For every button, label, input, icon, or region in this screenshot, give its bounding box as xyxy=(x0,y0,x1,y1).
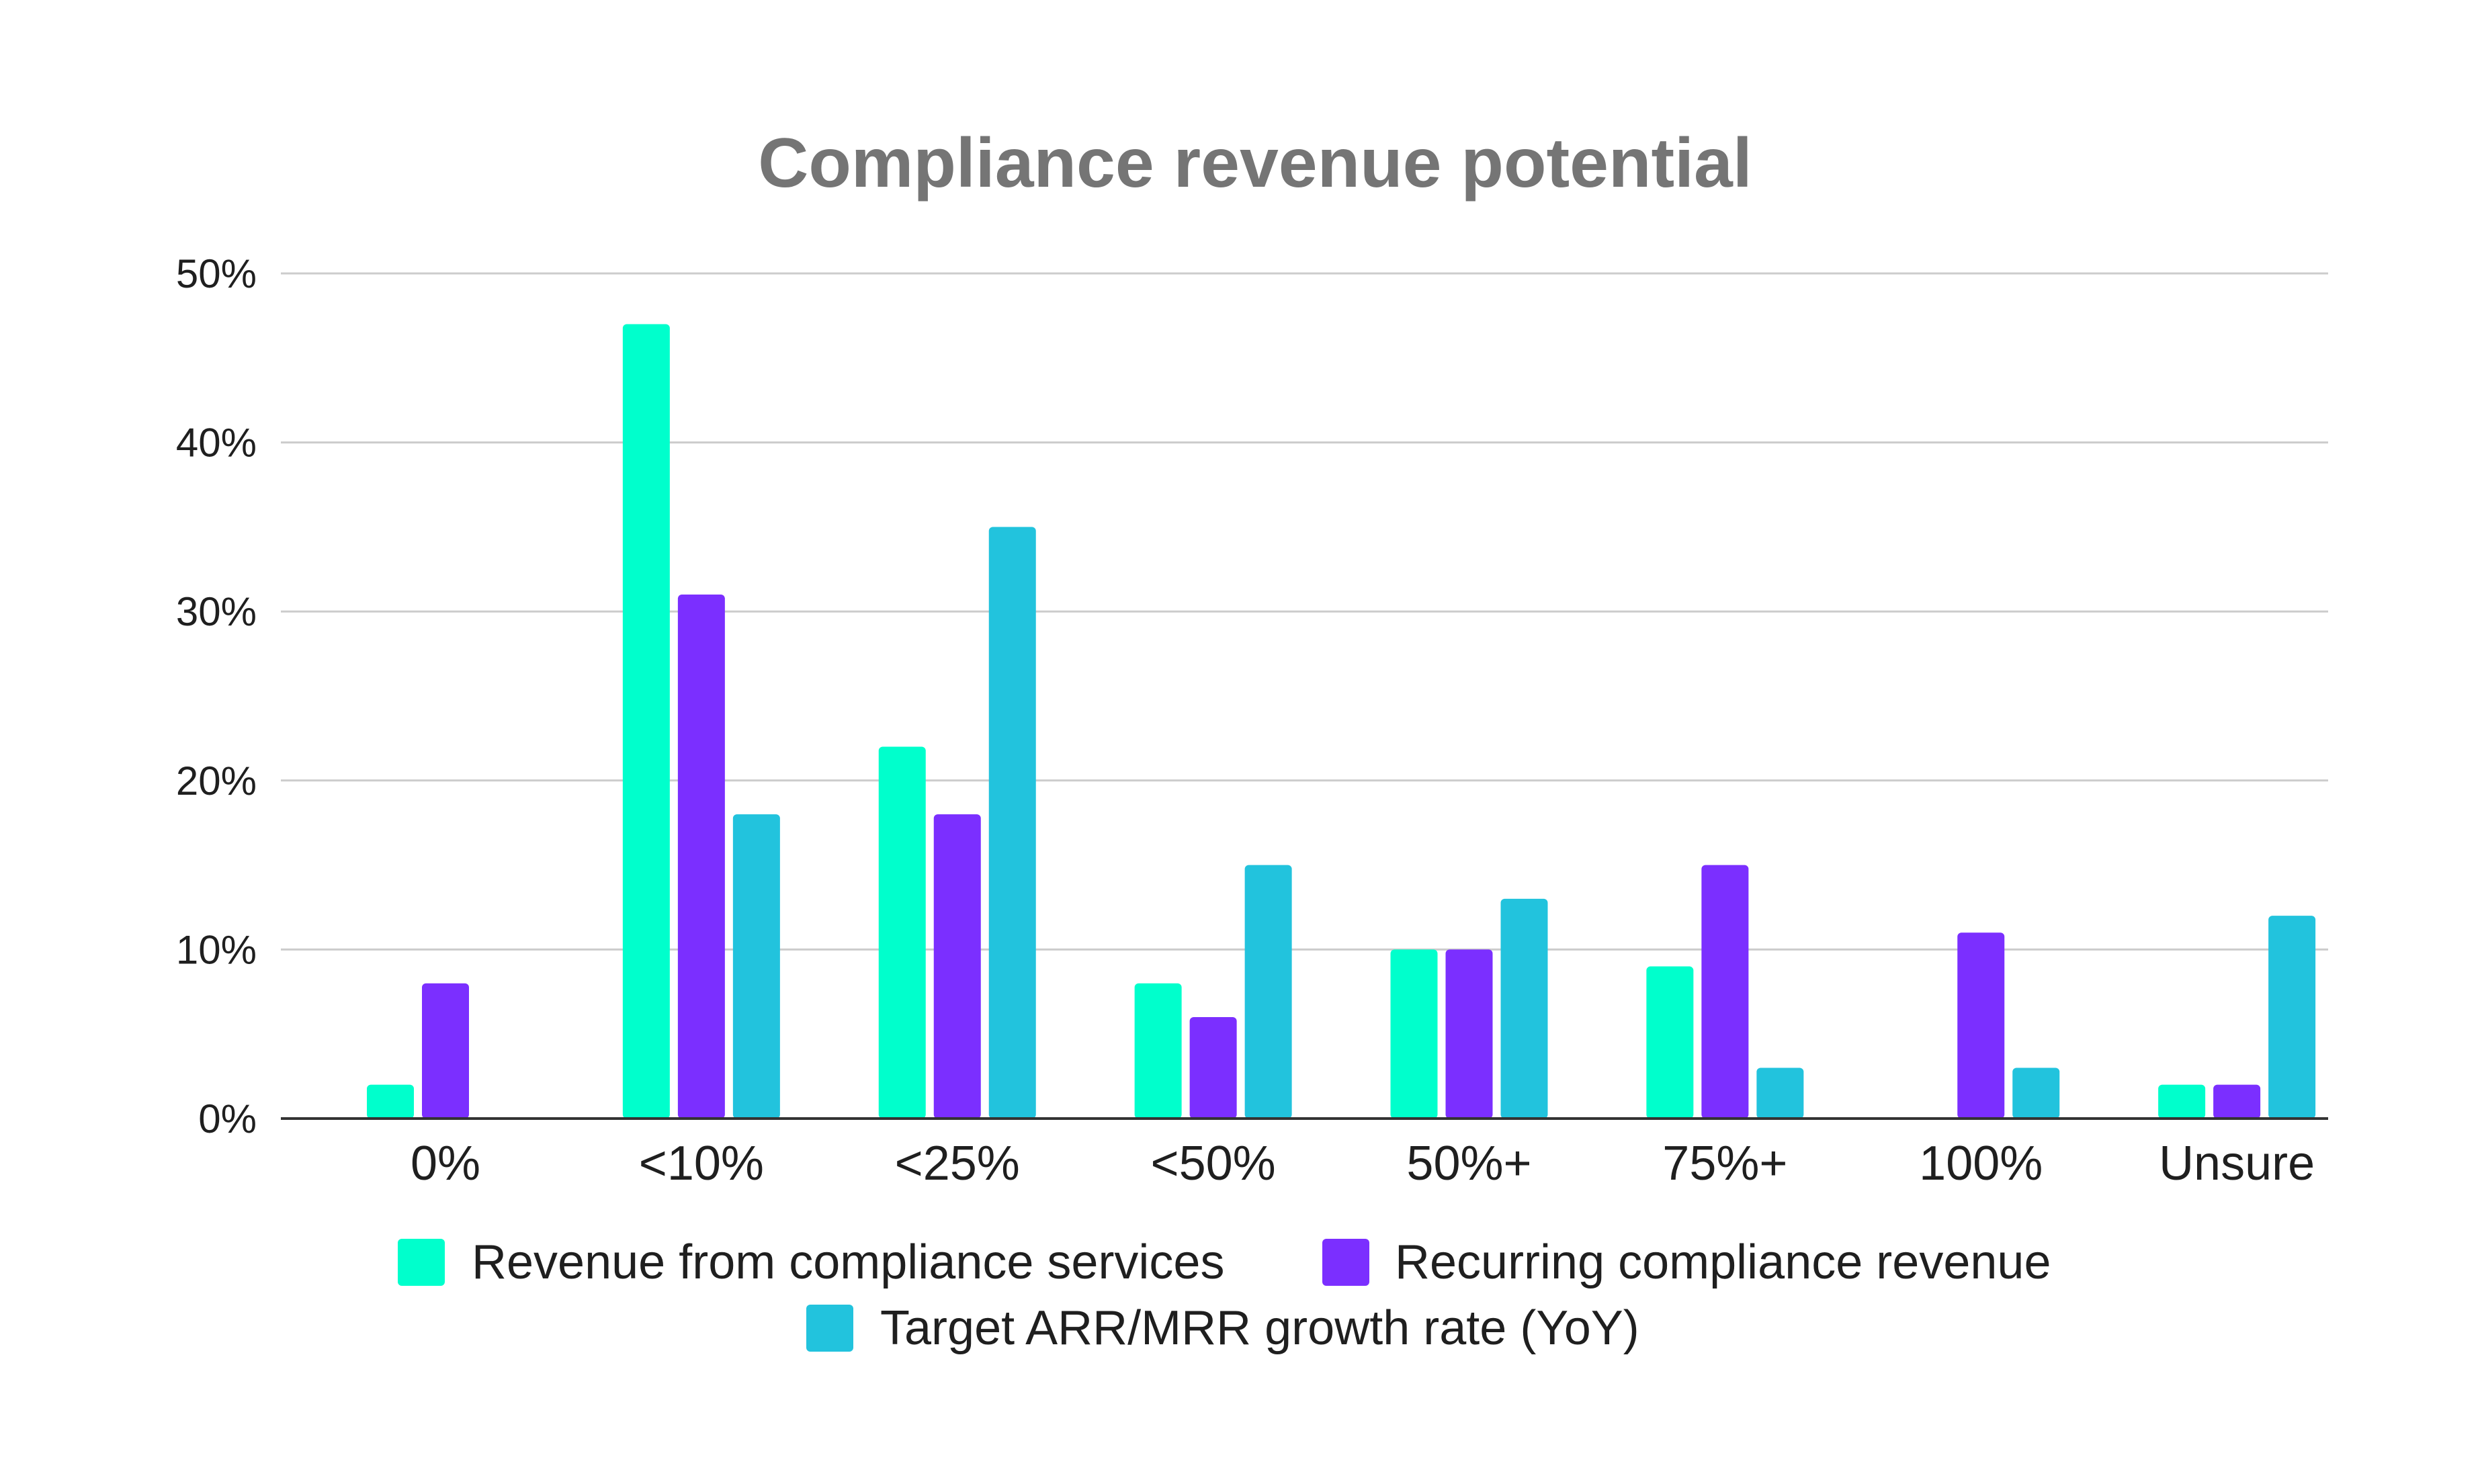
bar-1-5 xyxy=(1646,966,1694,1119)
legend-item: Revenue from compliance services xyxy=(398,1235,1224,1289)
bar-3-1 xyxy=(732,814,780,1119)
bar-3-7 xyxy=(2268,916,2316,1119)
chart-title: Compliance revenue potential xyxy=(758,124,1752,202)
bar-3-3 xyxy=(1244,865,1292,1119)
bar-2-1 xyxy=(677,595,725,1119)
bar-1-1 xyxy=(622,324,670,1119)
legend-swatch xyxy=(1322,1239,1369,1286)
y-tick-label: 30% xyxy=(176,589,257,634)
legend-item: Target ARR/MRR growth rate (YoY) xyxy=(806,1301,1639,1355)
legend: Revenue from compliance services Recurrin… xyxy=(398,1235,2051,1355)
bar-2-2 xyxy=(933,814,981,1119)
x-tick-label: 50%+ xyxy=(1406,1137,1531,1190)
bar-2-3 xyxy=(1189,1017,1237,1119)
y-tick-label: 40% xyxy=(176,421,257,466)
bar-2-6 xyxy=(1957,932,2005,1119)
gridlines xyxy=(281,272,2328,951)
bar-1-4 xyxy=(1390,949,1438,1119)
y-tick-label: 50% xyxy=(176,251,257,296)
x-tick-label: Unsure xyxy=(2159,1137,2315,1190)
x-tick-label: 0% xyxy=(411,1137,480,1190)
y-tick-label: 0% xyxy=(198,1096,257,1141)
x-tick-label: 100% xyxy=(1919,1137,2043,1190)
bar-2-5 xyxy=(1701,865,1749,1119)
bar-1-3 xyxy=(1134,983,1182,1119)
y-tick-label: 20% xyxy=(176,758,257,803)
legend-item: Recurring compliance revenue xyxy=(1322,1235,2051,1289)
y-tick-label: 10% xyxy=(176,927,257,972)
x-tick-label: <50% xyxy=(1151,1137,1276,1190)
bar-3-2 xyxy=(988,527,1036,1119)
bar-1-7 xyxy=(2158,1084,2206,1119)
legend-label: Recurring compliance revenue xyxy=(1395,1235,2051,1289)
bar-3-5 xyxy=(1756,1067,1804,1119)
bar-1-2 xyxy=(878,746,926,1119)
bar-2-0 xyxy=(422,983,469,1119)
x-axis-tick-labels: 0% <10% <25% <50% 50%+ 75%+ 100% Unsure xyxy=(411,1137,2315,1190)
bar-1-0 xyxy=(367,1084,414,1119)
bars xyxy=(367,324,2316,1119)
x-tick-label: 75%+ xyxy=(1662,1137,1787,1190)
bar-3-6 xyxy=(2012,1067,2060,1119)
bar-2-4 xyxy=(1445,949,1493,1119)
x-tick-label: <25% xyxy=(895,1137,1020,1190)
bar-2-7 xyxy=(2213,1084,2261,1119)
bar-3-4 xyxy=(1500,898,1548,1119)
y-axis-tick-labels: 0% 10% 20% 30% 40% 50% xyxy=(176,251,257,1141)
legend-swatch xyxy=(806,1305,853,1352)
legend-swatch xyxy=(398,1239,445,1286)
legend-label: Target ARR/MRR growth rate (YoY) xyxy=(880,1301,1639,1355)
legend-label: Revenue from compliance services xyxy=(472,1235,1224,1289)
x-tick-label: <10% xyxy=(639,1137,764,1190)
